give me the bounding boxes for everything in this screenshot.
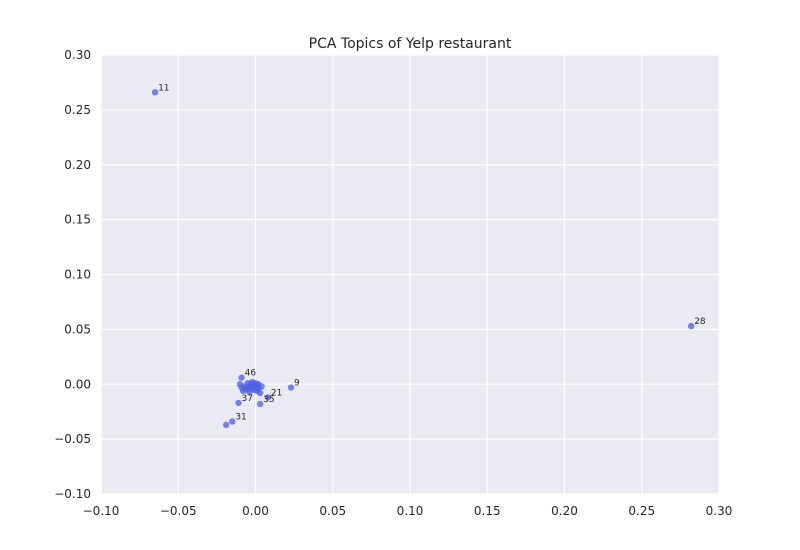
data-point	[256, 400, 264, 408]
data-point	[151, 89, 159, 96]
x-tick-label: 0.00	[242, 504, 269, 518]
data-point-label: 37	[242, 394, 253, 404]
data-point	[687, 322, 695, 330]
grid-lines	[100, 54, 720, 495]
y-tick-label: 0.15	[64, 213, 91, 227]
x-tick-label: 0.20	[551, 504, 578, 518]
data-point	[287, 384, 295, 391]
y-tick-label: 0.05	[64, 322, 91, 336]
y-tick-label: −0.10	[54, 487, 91, 501]
data-point	[235, 399, 242, 407]
x-axis-ticks: −0.10 −0.05 0.00 0.05 0.10 0.15 0.20 0.25 0.30	[83, 504, 733, 518]
y-tick-label: −0.05	[54, 432, 91, 446]
chart-title: PCA Topics of Yelp restaurant	[309, 36, 512, 52]
data-point-label: 31	[235, 413, 246, 423]
x-tick-label: 0.30	[706, 504, 733, 518]
data-point	[238, 374, 245, 381]
y-tick-label: 0.20	[64, 158, 91, 172]
x-tick-label: 0.10	[397, 504, 424, 518]
x-tick-label: −0.10	[83, 504, 120, 518]
data-point-label: 46	[245, 369, 257, 379]
data-point-label: 11	[158, 83, 169, 93]
y-tick-label: 0.25	[64, 103, 91, 117]
data-point	[264, 394, 272, 401]
x-tick-label: 0.05	[319, 504, 346, 518]
y-tick-label: 0.30	[64, 48, 91, 62]
data-point-label: 9	[294, 379, 300, 389]
x-tick-label: 0.15	[474, 504, 501, 518]
data-point	[222, 421, 230, 429]
data-point	[258, 383, 265, 390]
y-axis-ticks: −0.10 −0.05 0.00 0.05 0.10 0.15 0.20 0.25 0.30	[54, 48, 91, 501]
y-tick-label: 0.10	[64, 268, 91, 282]
x-tick-label: −0.05	[160, 504, 197, 518]
data-point	[229, 418, 236, 425]
x-tick-label: 0.25	[628, 504, 655, 518]
data-point	[256, 389, 264, 397]
data-point-label: 35	[263, 395, 274, 405]
data-point-label: 28	[694, 317, 706, 327]
data-point-label: 21	[271, 388, 282, 398]
y-tick-label: 0.00	[64, 377, 91, 391]
